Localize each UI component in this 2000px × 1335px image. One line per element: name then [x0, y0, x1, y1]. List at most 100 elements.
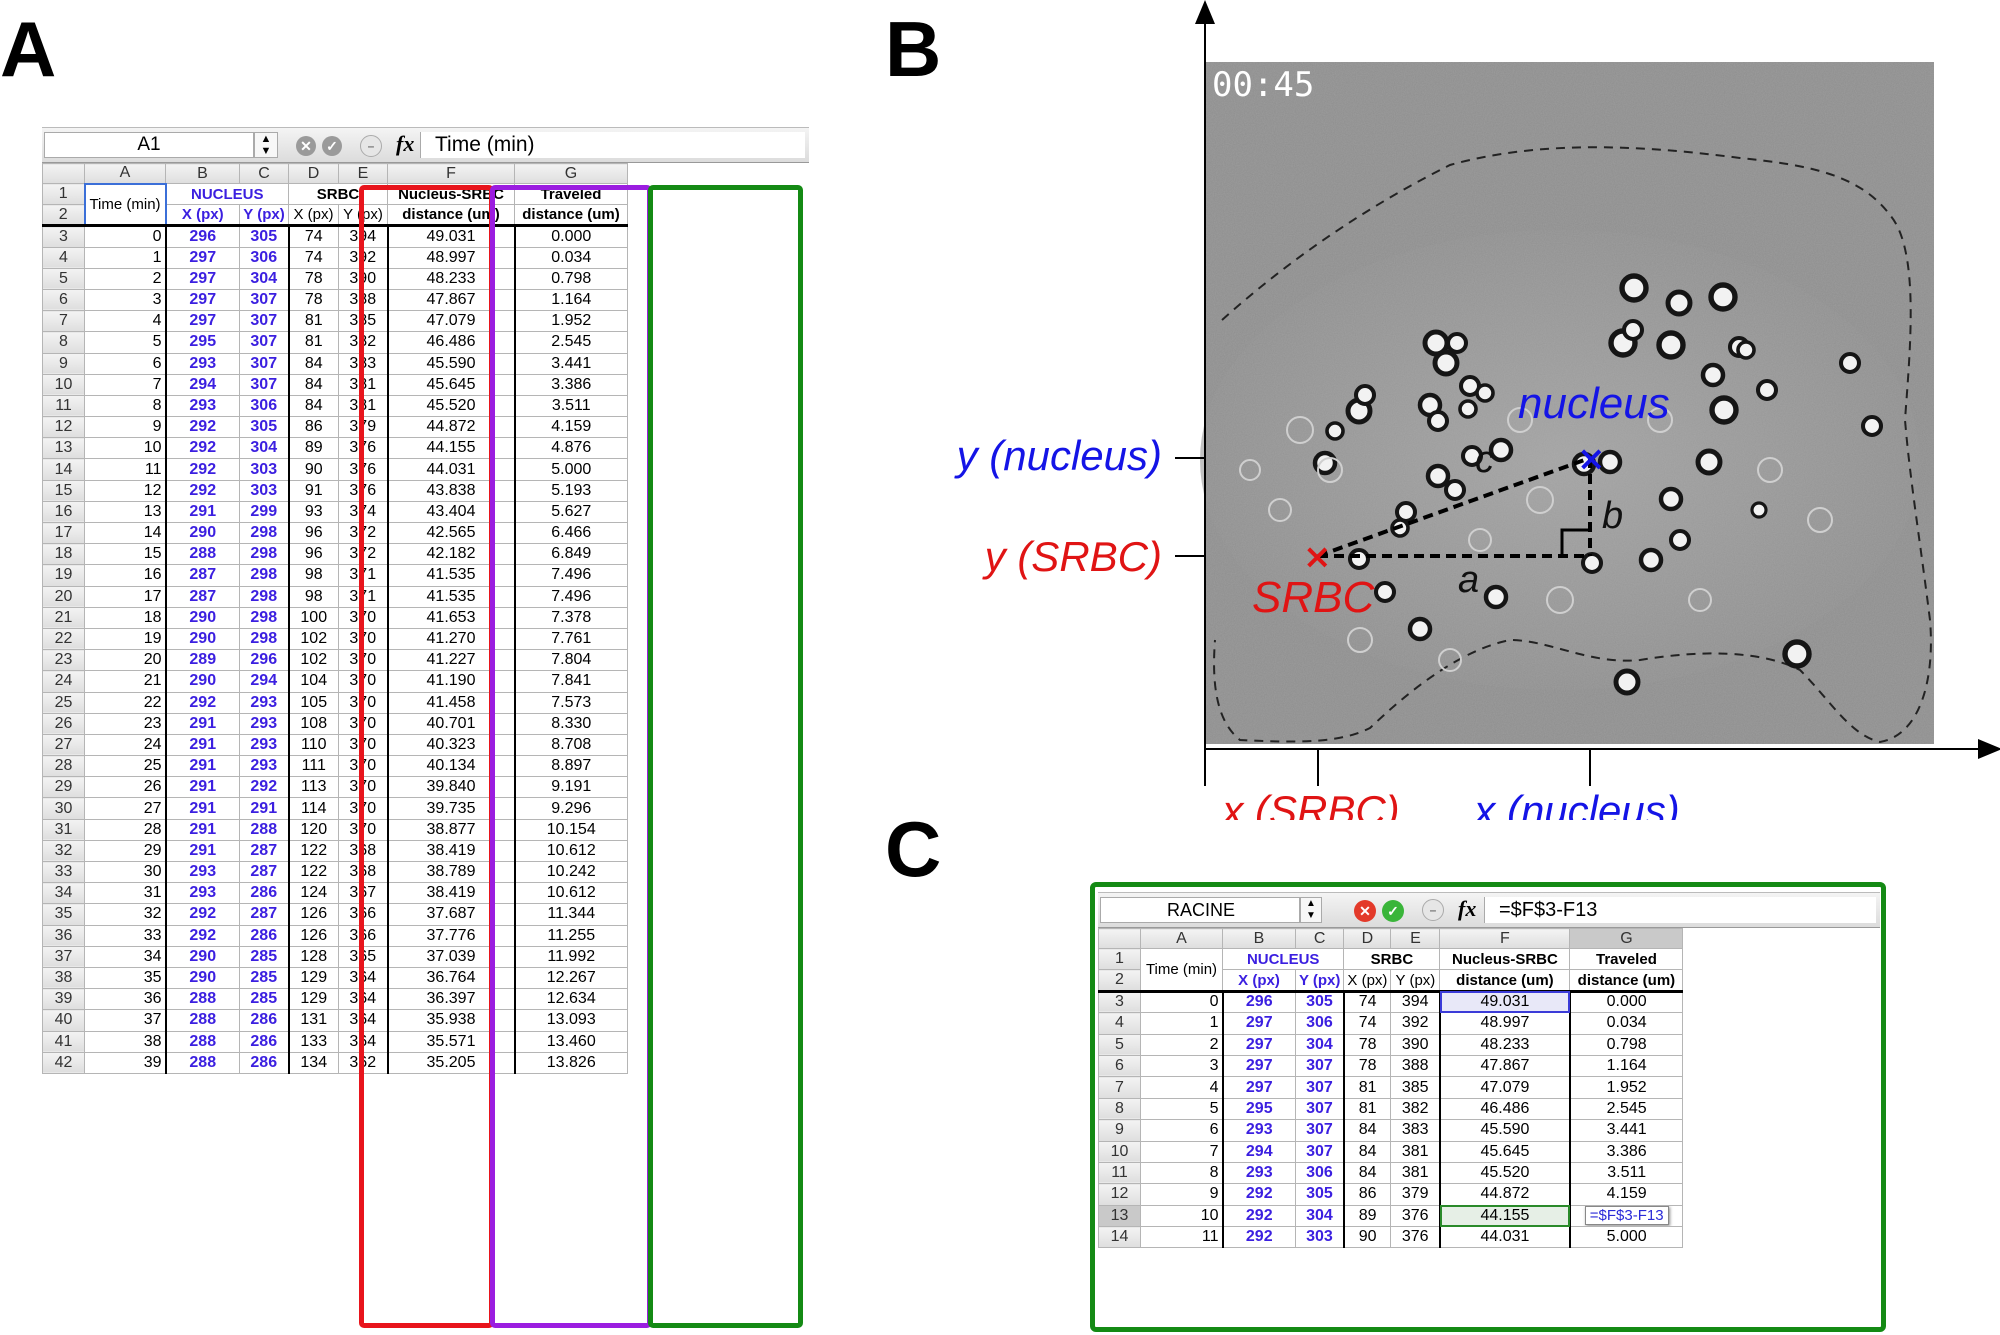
- nucleus-x-cell[interactable]: 291: [165, 733, 240, 757]
- nucleus-y-cell[interactable]: 307: [1294, 1097, 1345, 1121]
- column-header[interactable]: A: [84, 163, 166, 184]
- time-cell[interactable]: 11: [84, 458, 167, 481]
- nucleus-y-cell[interactable]: 288: [239, 818, 290, 841]
- distance-cell[interactable]: 46.486: [1439, 1097, 1571, 1121]
- srbc-x-cell[interactable]: 113: [288, 776, 339, 799]
- distance-cell[interactable]: 42.565: [387, 521, 516, 545]
- name-box-stepper[interactable]: ▲ ▼: [1300, 897, 1322, 923]
- nucleus-y-cell[interactable]: 298: [239, 585, 290, 608]
- traveled-cell[interactable]: 0.034: [514, 246, 628, 269]
- srbc-y-cell[interactable]: 388: [1390, 1054, 1441, 1078]
- srbc-x-cell[interactable]: 74: [288, 246, 339, 269]
- srbc-x-cell[interactable]: 90: [288, 458, 339, 481]
- distance-cell[interactable]: 36.397: [387, 988, 516, 1011]
- row-header[interactable]: 28: [42, 755, 85, 778]
- nucleus-y-cell[interactable]: 307: [1294, 1140, 1345, 1163]
- distance-cell[interactable]: 46.486: [387, 331, 516, 354]
- distance-cell[interactable]: 41.458: [387, 691, 516, 714]
- distance-cell[interactable]: 40.701: [387, 712, 516, 735]
- row-header[interactable]: 23: [42, 649, 85, 672]
- row-header[interactable]: 7: [1098, 1076, 1141, 1099]
- row-header[interactable]: 8: [42, 331, 85, 354]
- nucleus-y-cell[interactable]: 294: [239, 670, 290, 693]
- function-wizard-icon[interactable]: –: [1422, 899, 1444, 921]
- row-header[interactable]: 12: [42, 416, 85, 439]
- srbc-x-cell[interactable]: 131: [288, 1009, 339, 1032]
- traveled-cell[interactable]: 7.761: [514, 627, 628, 651]
- nucleus-x-cell[interactable]: 293: [165, 882, 240, 905]
- srbc-x-cell[interactable]: 129: [288, 966, 339, 990]
- row-header[interactable]: 15: [42, 479, 85, 502]
- nucleus-x-cell[interactable]: 292: [165, 903, 240, 926]
- distance-cell[interactable]: 41.227: [387, 649, 516, 672]
- row-header[interactable]: 9: [42, 352, 85, 375]
- nucleus-y-cell[interactable]: 306: [239, 246, 290, 269]
- time-cell[interactable]: 22: [84, 691, 167, 714]
- distance-cell[interactable]: 41.535: [387, 564, 516, 587]
- nucleus-x-cell[interactable]: 293: [1222, 1119, 1296, 1142]
- srbc-x-cell[interactable]: 104: [288, 670, 339, 693]
- time-header[interactable]: Time (min): [1140, 948, 1223, 992]
- srbc-x-cell[interactable]: 86: [1343, 1183, 1392, 1206]
- traveled-cell[interactable]: 9.296: [514, 797, 628, 820]
- time-cell[interactable]: 4: [84, 310, 167, 333]
- srbc-x-cell[interactable]: 86: [288, 416, 339, 439]
- row-header[interactable]: 22: [42, 627, 85, 651]
- nucleus-y-cell[interactable]: 298: [239, 606, 290, 629]
- srbc-x-cell[interactable]: 126: [288, 903, 339, 926]
- traveled-cell[interactable]: 8.897: [514, 755, 628, 778]
- distance-cell[interactable]: 35.938: [387, 1009, 516, 1032]
- traveled-cell[interactable]: 3.511: [514, 394, 628, 418]
- nucleus-x-cell[interactable]: 292: [165, 437, 240, 460]
- srbc-y-cell[interactable]: 368: [338, 860, 389, 884]
- srbc-y-cell[interactable]: 381: [1390, 1140, 1441, 1163]
- nucleus-x-cell[interactable]: 290: [165, 670, 240, 693]
- row-header[interactable]: 17: [42, 521, 85, 545]
- srbc-y-header[interactable]: Y (px): [1390, 969, 1441, 992]
- time-cell[interactable]: 2: [84, 267, 167, 290]
- nucleus-y-cell[interactable]: 287: [239, 839, 290, 863]
- time-cell[interactable]: 24: [84, 733, 167, 757]
- srbc-y-cell[interactable]: 364: [338, 988, 389, 1011]
- srbc-y-cell[interactable]: 374: [338, 500, 389, 524]
- nucleus-x-cell[interactable]: 290: [165, 627, 240, 651]
- time-cell[interactable]: 29: [84, 839, 167, 863]
- row-header[interactable]: 33: [42, 860, 85, 884]
- distance-cell[interactable]: 36.764: [387, 966, 516, 990]
- name-box-stepper[interactable]: ▲ ▼: [254, 132, 278, 158]
- distance-cell[interactable]: 37.039: [387, 945, 516, 968]
- distance-cell[interactable]: 48.997: [387, 246, 516, 269]
- distance-cell[interactable]: 41.270: [387, 627, 516, 651]
- nucleus-x-cell[interactable]: 291: [165, 500, 240, 524]
- nucleus-y-cell[interactable]: 293: [239, 691, 290, 714]
- srbc-y-cell[interactable]: 390: [1390, 1033, 1441, 1056]
- srbc-y-cell[interactable]: 394: [1390, 990, 1441, 1014]
- row-header[interactable]: 38: [42, 966, 85, 990]
- srbc-x-cell[interactable]: 91: [288, 479, 339, 502]
- nucleus-x-cell[interactable]: 295: [165, 331, 240, 354]
- traveled-cell[interactable]: 11.992: [514, 945, 628, 968]
- nucleus-y-header[interactable]: Y (px): [1294, 969, 1345, 992]
- function-wizard-icon[interactable]: –: [360, 135, 382, 157]
- nucleus-y-cell[interactable]: 307: [1294, 1054, 1345, 1078]
- traveled-cell[interactable]: 11.255: [514, 924, 628, 947]
- nucleus-x-cell[interactable]: 294: [1222, 1140, 1296, 1163]
- fx-icon[interactable]: fx: [396, 131, 415, 156]
- distance-cell[interactable]: 43.838: [387, 479, 516, 502]
- distance-cell[interactable]: 45.590: [1439, 1119, 1571, 1142]
- srbc-y-cell[interactable]: 364: [338, 1030, 389, 1053]
- nucleus-x-cell[interactable]: 290: [165, 521, 240, 545]
- distance-cell[interactable]: 37.687: [387, 903, 516, 926]
- distance-cell[interactable]: 39.735: [387, 797, 516, 820]
- traveled-header-line2[interactable]: distance (um): [1569, 969, 1684, 992]
- time-cell[interactable]: 3: [84, 288, 167, 312]
- srbc-y-cell[interactable]: 366: [338, 924, 389, 947]
- column-header[interactable]: G: [514, 163, 628, 184]
- distance-cell[interactable]: 45.645: [387, 373, 516, 396]
- nucleus-x-cell[interactable]: 292: [165, 924, 240, 947]
- srbc-y-cell[interactable]: 392: [338, 246, 389, 269]
- nucleus-y-cell[interactable]: 298: [239, 543, 290, 566]
- column-header[interactable]: D: [288, 163, 339, 184]
- distance-cell[interactable]: 41.535: [387, 585, 516, 608]
- column-header[interactable]: D: [1343, 928, 1392, 949]
